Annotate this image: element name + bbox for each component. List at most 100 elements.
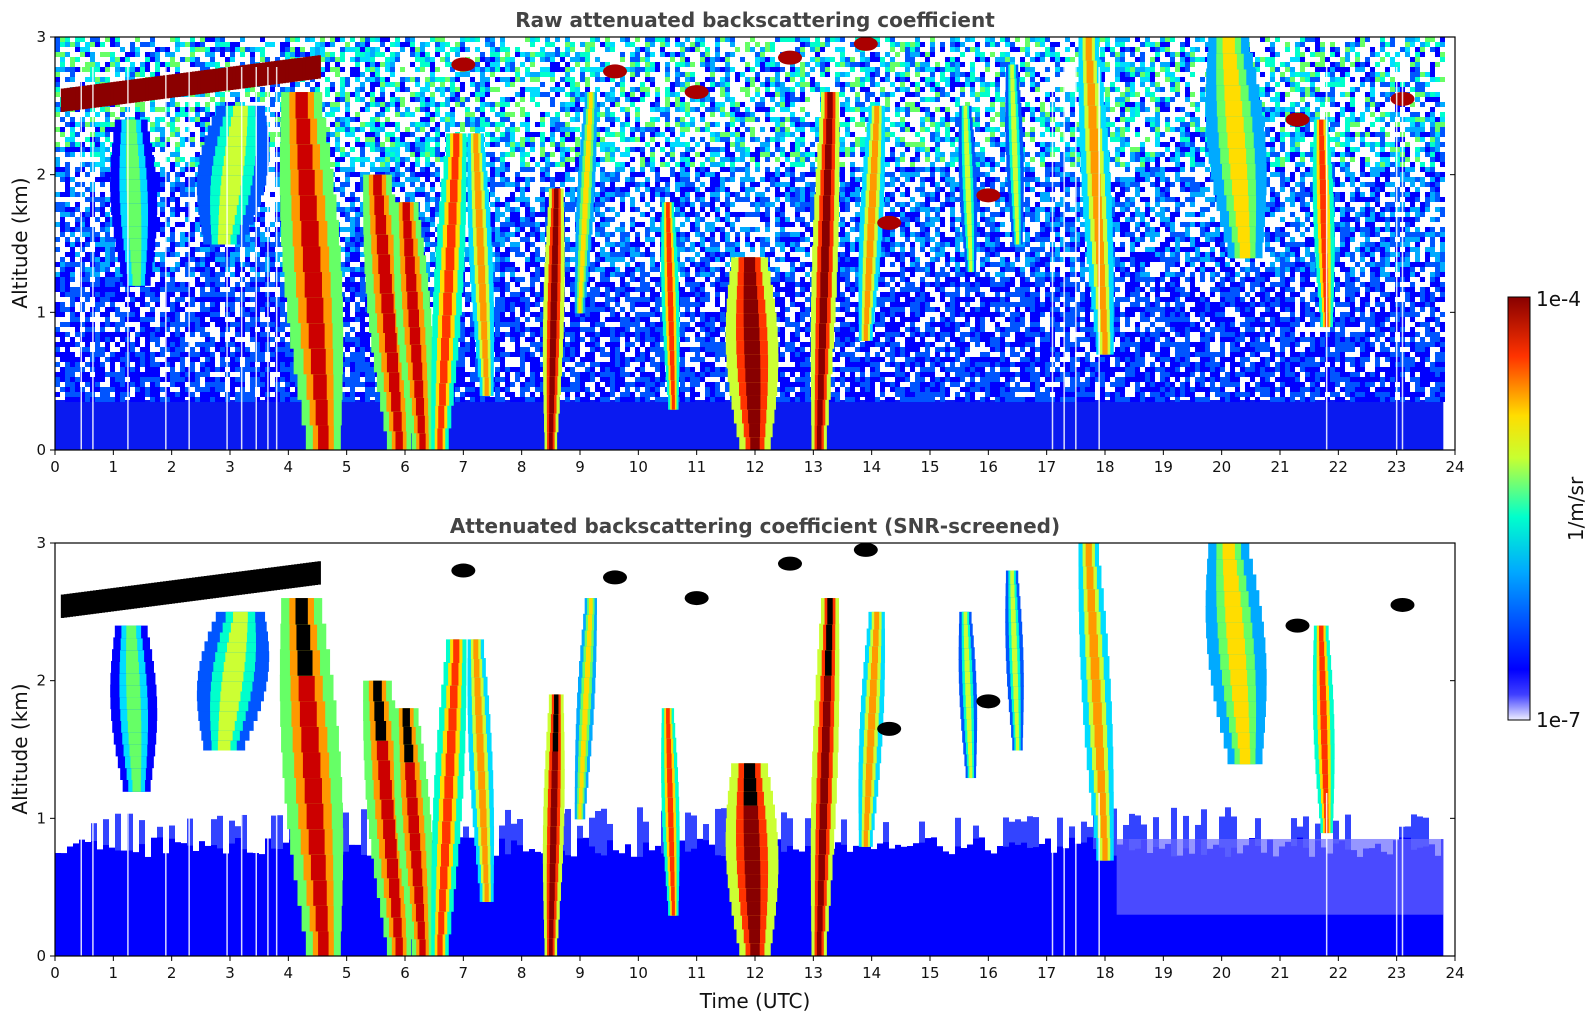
noise-cell [985,82,990,87]
noise-cell [225,47,230,52]
noise-cell [890,177,895,182]
noise-cell [275,112,280,117]
noise-cell [690,77,695,82]
noise-cell [570,47,575,52]
noise-cell [575,82,580,87]
noise-cell [370,117,375,122]
noise-cell [430,112,435,117]
noise-cell [1060,87,1065,92]
noise-cell [990,52,995,57]
noise-cell [1315,62,1320,67]
noise-cell [1345,177,1350,182]
noise-cell [1075,152,1080,157]
noise-cell [875,97,880,102]
noise-cell [570,42,575,47]
noise-cell [370,77,375,82]
noise-cell [1420,87,1425,92]
noise-cell [205,122,210,127]
noise-cell [745,77,750,82]
noise-cell [425,82,430,87]
noise-cell [740,72,745,77]
noise-cell [135,52,140,57]
noise-cell [480,92,485,97]
noise-cell [1370,147,1375,152]
noise-cell [395,142,400,147]
noise-cell [1035,57,1040,62]
noise-cell [340,122,345,127]
noise-cell [1380,102,1385,107]
noise-cell [700,97,705,102]
noise-cell [1395,172,1400,177]
noise-cell [740,112,745,117]
noise-cell [460,97,465,102]
noise-cell [160,167,165,172]
noise-cell [755,42,760,47]
noise-cell [290,87,295,92]
noise-cell [610,177,615,182]
noise-cell [610,152,615,157]
noise-cell [1120,97,1125,102]
noise-cell [375,142,380,147]
noise-cell [620,137,625,142]
noise-cell [715,37,720,42]
noise-cell [1000,37,1005,42]
noise-cell [740,142,745,147]
noise-cell [700,167,705,172]
noise-cell [1370,132,1375,137]
noise-cell [180,182,185,187]
noise-cell [565,137,570,142]
noise-cell [1280,62,1285,67]
noise-cell [1075,127,1080,132]
noise-cell [250,47,255,52]
noise-cell [560,127,565,132]
noise-cell [885,72,890,77]
noise-cell [720,82,725,87]
noise-cell [195,172,200,177]
noise-cell [1030,132,1035,137]
noise-cell [670,82,675,87]
noise-cell [1270,42,1275,47]
noise-cell [325,67,330,72]
noise-cell [340,52,345,57]
noise-cell [1395,167,1400,172]
noise-cell [170,97,175,102]
noise-cell [885,117,890,122]
noise-cell [1040,162,1045,167]
noise-cell [390,92,395,97]
noise-cell [570,157,575,162]
noise-cell [730,107,735,112]
noise-cell [1175,62,1180,67]
noise-cell [650,117,655,122]
noise-cell [745,117,750,122]
noise-cell [420,137,425,142]
noise-cell [260,57,265,62]
noise-cell [435,42,440,47]
noise-cell [935,182,940,187]
noise-cell [845,147,850,152]
noise-cell [240,47,245,52]
noise-cell [1305,167,1310,172]
noise-cell [620,107,625,112]
noise-cell [755,102,760,107]
noise-cell [485,117,490,122]
noise-cell [675,97,680,102]
noise-cell [1165,107,1170,112]
noise-cell [580,52,585,57]
noise-cell [540,177,545,182]
noise-cell [740,177,745,182]
noise-cell [345,77,350,82]
noise-cell [720,67,725,72]
noise-cell [775,92,780,97]
noise-cell [990,132,995,137]
noise-cell [175,157,180,162]
noise-cell [835,82,840,87]
noise-cell [760,107,765,112]
noise-cell [1425,72,1430,77]
noise-cell [425,87,430,92]
noise-cell [1045,77,1050,82]
noise-cell [975,152,980,157]
noise-cell [1440,177,1445,182]
noise-cell [1055,162,1060,167]
noise-cell [100,67,105,72]
noise-cell [720,107,725,112]
